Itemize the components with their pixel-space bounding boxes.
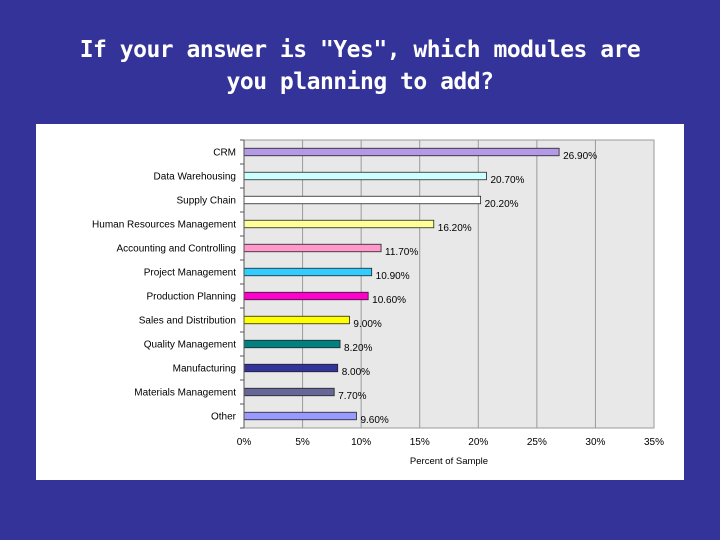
category-label: Production Planning	[146, 292, 236, 303]
category-label: Supply Chain	[177, 196, 236, 207]
bar	[243, 219, 435, 229]
bar	[243, 339, 341, 349]
bar	[243, 363, 339, 373]
category-labels: CRM Data Warehousing Supply Chain Human Res…	[92, 148, 237, 423]
gridlines	[240, 139, 655, 429]
x-tick-label: 0%	[237, 437, 252, 448]
x-tick-label: 20%	[468, 437, 488, 448]
category-label: Materials Management	[134, 388, 236, 399]
x-tick-label: 35%	[644, 437, 664, 448]
category-label: Manufacturing	[173, 364, 236, 375]
bar	[243, 291, 369, 301]
data-label: 16.20%	[438, 223, 472, 234]
x-tick-label: 5%	[295, 437, 310, 448]
data-label: 10.60%	[372, 295, 406, 306]
bar	[243, 387, 335, 397]
data-label: 26.90%	[563, 151, 597, 162]
bar	[243, 171, 487, 181]
slide-title-line-1: If your answer is "Yes", which modules a…	[79, 37, 641, 63]
x-tick-labels: 0% 5% 10% 15% 20% 25% 30% 35%	[237, 437, 664, 448]
slide-title: If your answer is "Yes", which modules a…	[0, 34, 720, 98]
category-label: Data Warehousing	[154, 172, 236, 183]
x-tick-label: 15%	[410, 437, 430, 448]
data-label: 8.00%	[342, 367, 370, 378]
category-label: Sales and Distribution	[139, 316, 236, 327]
x-tick-label: 10%	[351, 437, 371, 448]
data-label: 11.70%	[385, 247, 418, 258]
bar	[243, 315, 350, 325]
bar	[243, 411, 357, 421]
data-label: 7.70%	[338, 391, 366, 402]
x-tick-label: 25%	[527, 437, 547, 448]
data-label: 20.70%	[490, 175, 524, 186]
x-axis-label: Percent of Sample	[410, 456, 488, 467]
category-label: Project Management	[144, 268, 236, 279]
bar	[243, 147, 560, 157]
slide-title-line-2: you planning to add?	[226, 69, 494, 95]
data-label: 9.00%	[353, 319, 381, 330]
bar-chart: CRM Data Warehousing Supply Chain Human Res…	[92, 139, 664, 467]
value-labels: 26.90% 20.70% 20.20% 16.20% 11.70% 10.90% 10.6…	[338, 151, 597, 426]
bar	[243, 267, 373, 277]
x-tick-label: 30%	[585, 437, 605, 448]
bar	[243, 243, 382, 253]
data-label: 20.20%	[485, 199, 519, 210]
plot-area	[243, 139, 655, 429]
category-label: Quality Management	[144, 340, 236, 351]
data-label: 10.90%	[376, 271, 410, 282]
data-label: 8.20%	[344, 343, 372, 354]
bar	[243, 195, 482, 205]
category-label: Other	[211, 412, 237, 423]
category-label: Accounting and Controlling	[116, 244, 236, 255]
category-label: Human Resources Management	[92, 220, 236, 231]
data-label: 9.60%	[360, 415, 388, 426]
category-label: CRM	[213, 148, 236, 159]
chart-container: CRM Data Warehousing Supply Chain Human Res…	[36, 124, 684, 480]
